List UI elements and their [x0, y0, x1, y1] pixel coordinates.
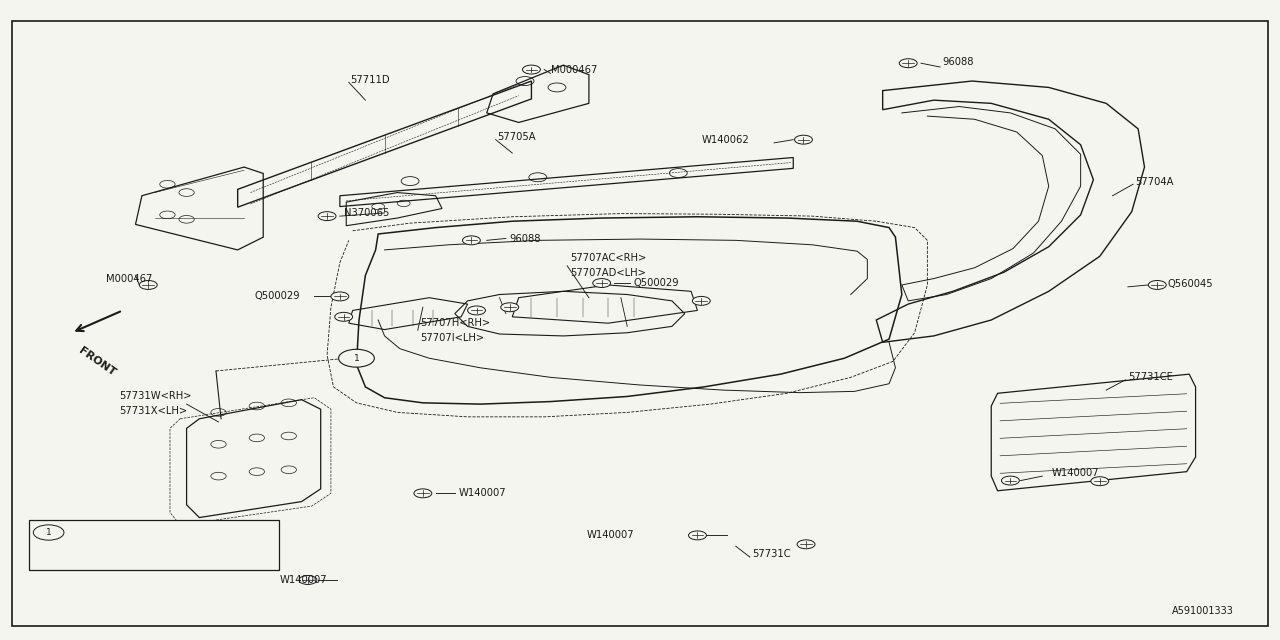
Text: ( -2302): ( -2302) — [210, 528, 248, 537]
Text: 57707AC<RH>: 57707AC<RH> — [570, 253, 646, 263]
Text: 57731X<LH>: 57731X<LH> — [119, 406, 187, 416]
Circle shape — [795, 135, 813, 144]
Text: W140062: W140062 — [97, 528, 143, 537]
Text: W140007: W140007 — [586, 531, 634, 540]
Circle shape — [319, 212, 337, 221]
Circle shape — [522, 65, 540, 74]
Circle shape — [900, 59, 918, 68]
Circle shape — [413, 489, 431, 498]
Circle shape — [33, 525, 64, 540]
Text: W140062: W140062 — [701, 135, 749, 145]
Circle shape — [500, 303, 518, 312]
Circle shape — [140, 280, 157, 289]
Circle shape — [335, 312, 352, 321]
Text: 57707H<RH>: 57707H<RH> — [420, 318, 490, 328]
Text: 57731W<RH>: 57731W<RH> — [119, 392, 192, 401]
Circle shape — [1148, 280, 1166, 289]
Text: 57731CE: 57731CE — [1128, 372, 1172, 382]
Text: FRONT: FRONT — [77, 346, 118, 378]
Text: 1: 1 — [353, 354, 360, 363]
Text: 96088: 96088 — [942, 57, 974, 67]
Text: W140007: W140007 — [280, 575, 328, 585]
Text: Q500029: Q500029 — [255, 291, 300, 301]
Text: 1: 1 — [46, 528, 51, 537]
Text: Q500029: Q500029 — [634, 278, 680, 288]
Text: N370065: N370065 — [344, 208, 389, 218]
Text: W140007: W140007 — [458, 488, 507, 499]
Circle shape — [593, 278, 611, 287]
Circle shape — [300, 575, 317, 584]
Circle shape — [1091, 477, 1108, 486]
Circle shape — [462, 236, 480, 245]
Text: 57704A: 57704A — [1135, 177, 1174, 187]
Circle shape — [797, 540, 815, 548]
Text: Q560045: Q560045 — [1167, 278, 1213, 289]
Circle shape — [332, 292, 348, 301]
Text: M000467: M000467 — [106, 273, 152, 284]
Text: M000467: M000467 — [550, 65, 596, 75]
Text: 57707AD<LH>: 57707AD<LH> — [570, 268, 645, 278]
Circle shape — [689, 531, 707, 540]
Text: A591001333: A591001333 — [1172, 606, 1234, 616]
Text: 57731C: 57731C — [753, 550, 791, 559]
Circle shape — [692, 296, 710, 305]
Text: W140081: W140081 — [97, 553, 143, 562]
Circle shape — [467, 306, 485, 315]
Bar — [29, 520, 279, 570]
Circle shape — [1001, 476, 1019, 485]
Text: 57705A: 57705A — [497, 132, 535, 142]
Text: 96088: 96088 — [509, 234, 541, 244]
Text: 57707I<LH>: 57707I<LH> — [420, 333, 484, 343]
Circle shape — [339, 349, 374, 367]
Text: 57711D: 57711D — [349, 75, 389, 84]
Text: W140007: W140007 — [1051, 468, 1100, 478]
Text: (2302- ): (2302- ) — [210, 553, 248, 562]
